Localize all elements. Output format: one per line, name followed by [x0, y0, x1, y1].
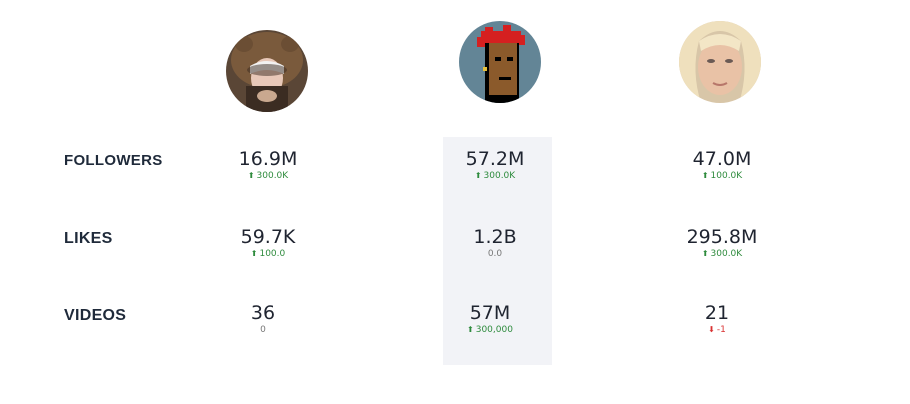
stat-value: 57M [469, 302, 511, 324]
stat-delta: ⬆ 100.0 [188, 248, 348, 260]
stat-delta: ⬆ 100.0K [642, 170, 802, 182]
stat-delta: ⬆ 300,000 [410, 324, 570, 336]
stat-value: 1.2B [473, 226, 517, 248]
stat-delta-value: 300.0K [483, 171, 516, 181]
bear-hoodie-avatar-icon [226, 30, 308, 112]
profile-avatar-1[interactable] [226, 30, 308, 112]
stat-cell: 1.2B 0.0 [415, 226, 575, 260]
portrait-avatar-icon [679, 21, 761, 103]
stat-value: 21 [704, 302, 730, 324]
stat-delta-value: 300,000 [475, 325, 513, 335]
stat-delta: ⬆ 300.0K [188, 170, 348, 182]
stat-value: 36 [250, 302, 276, 324]
highlighted-column [443, 137, 552, 365]
row-label-likes: LIKES [64, 230, 113, 247]
stat-cell: 47.0M ⬆ 100.0K [642, 148, 802, 182]
stat-delta: ⬆ 300.0K [415, 170, 575, 182]
stat-delta-value: 100.0 [259, 249, 286, 259]
profile-avatar-3[interactable] [679, 21, 761, 103]
stat-delta: 0 [260, 325, 266, 335]
stat-value: 57.2M [465, 148, 525, 170]
arrow-down-icon: ⬇ [708, 325, 715, 334]
stat-value: 16.9M [238, 148, 298, 170]
arrow-up-icon: ⬆ [474, 171, 482, 180]
arrow-up-icon: ⬆ [250, 249, 258, 258]
stat-cell: 57M ⬆ 300,000 [410, 302, 570, 336]
pixel-punk-avatar-icon [459, 21, 541, 103]
arrow-up-icon: ⬆ [701, 249, 709, 258]
stat-delta-value: 300.0K [256, 171, 289, 181]
stat-cell: 21 ⬇ -1 [637, 302, 797, 336]
stat-delta-value: -1 [716, 325, 726, 335]
arrow-up-icon: ⬆ [247, 171, 255, 180]
row-label-followers: FOLLOWERS [64, 152, 163, 169]
profile-avatar-2[interactable] [459, 21, 541, 103]
stat-cell: 36 0 [183, 302, 343, 336]
stat-value: 295.8M [686, 226, 758, 248]
arrow-up-icon: ⬆ [701, 171, 709, 180]
stat-delta: ⬇ -1 [637, 324, 797, 336]
stat-delta: ⬆ 300.0K [642, 248, 802, 260]
stat-delta-value: 100.0K [710, 171, 743, 181]
stat-cell: 16.9M ⬆ 300.0K [188, 148, 348, 182]
row-label-videos: VIDEOS [64, 307, 127, 324]
stat-cell: 59.7K ⬆ 100.0 [188, 226, 348, 260]
stat-delta: 0.0 [487, 249, 503, 259]
stat-delta-value: 300.0K [710, 249, 743, 259]
stat-value: 47.0M [692, 148, 752, 170]
stat-cell: 57.2M ⬆ 300.0K [415, 148, 575, 182]
stat-value: 59.7K [240, 226, 296, 248]
stat-cell: 295.8M ⬆ 300.0K [642, 226, 802, 260]
arrow-up-icon: ⬆ [467, 325, 474, 334]
